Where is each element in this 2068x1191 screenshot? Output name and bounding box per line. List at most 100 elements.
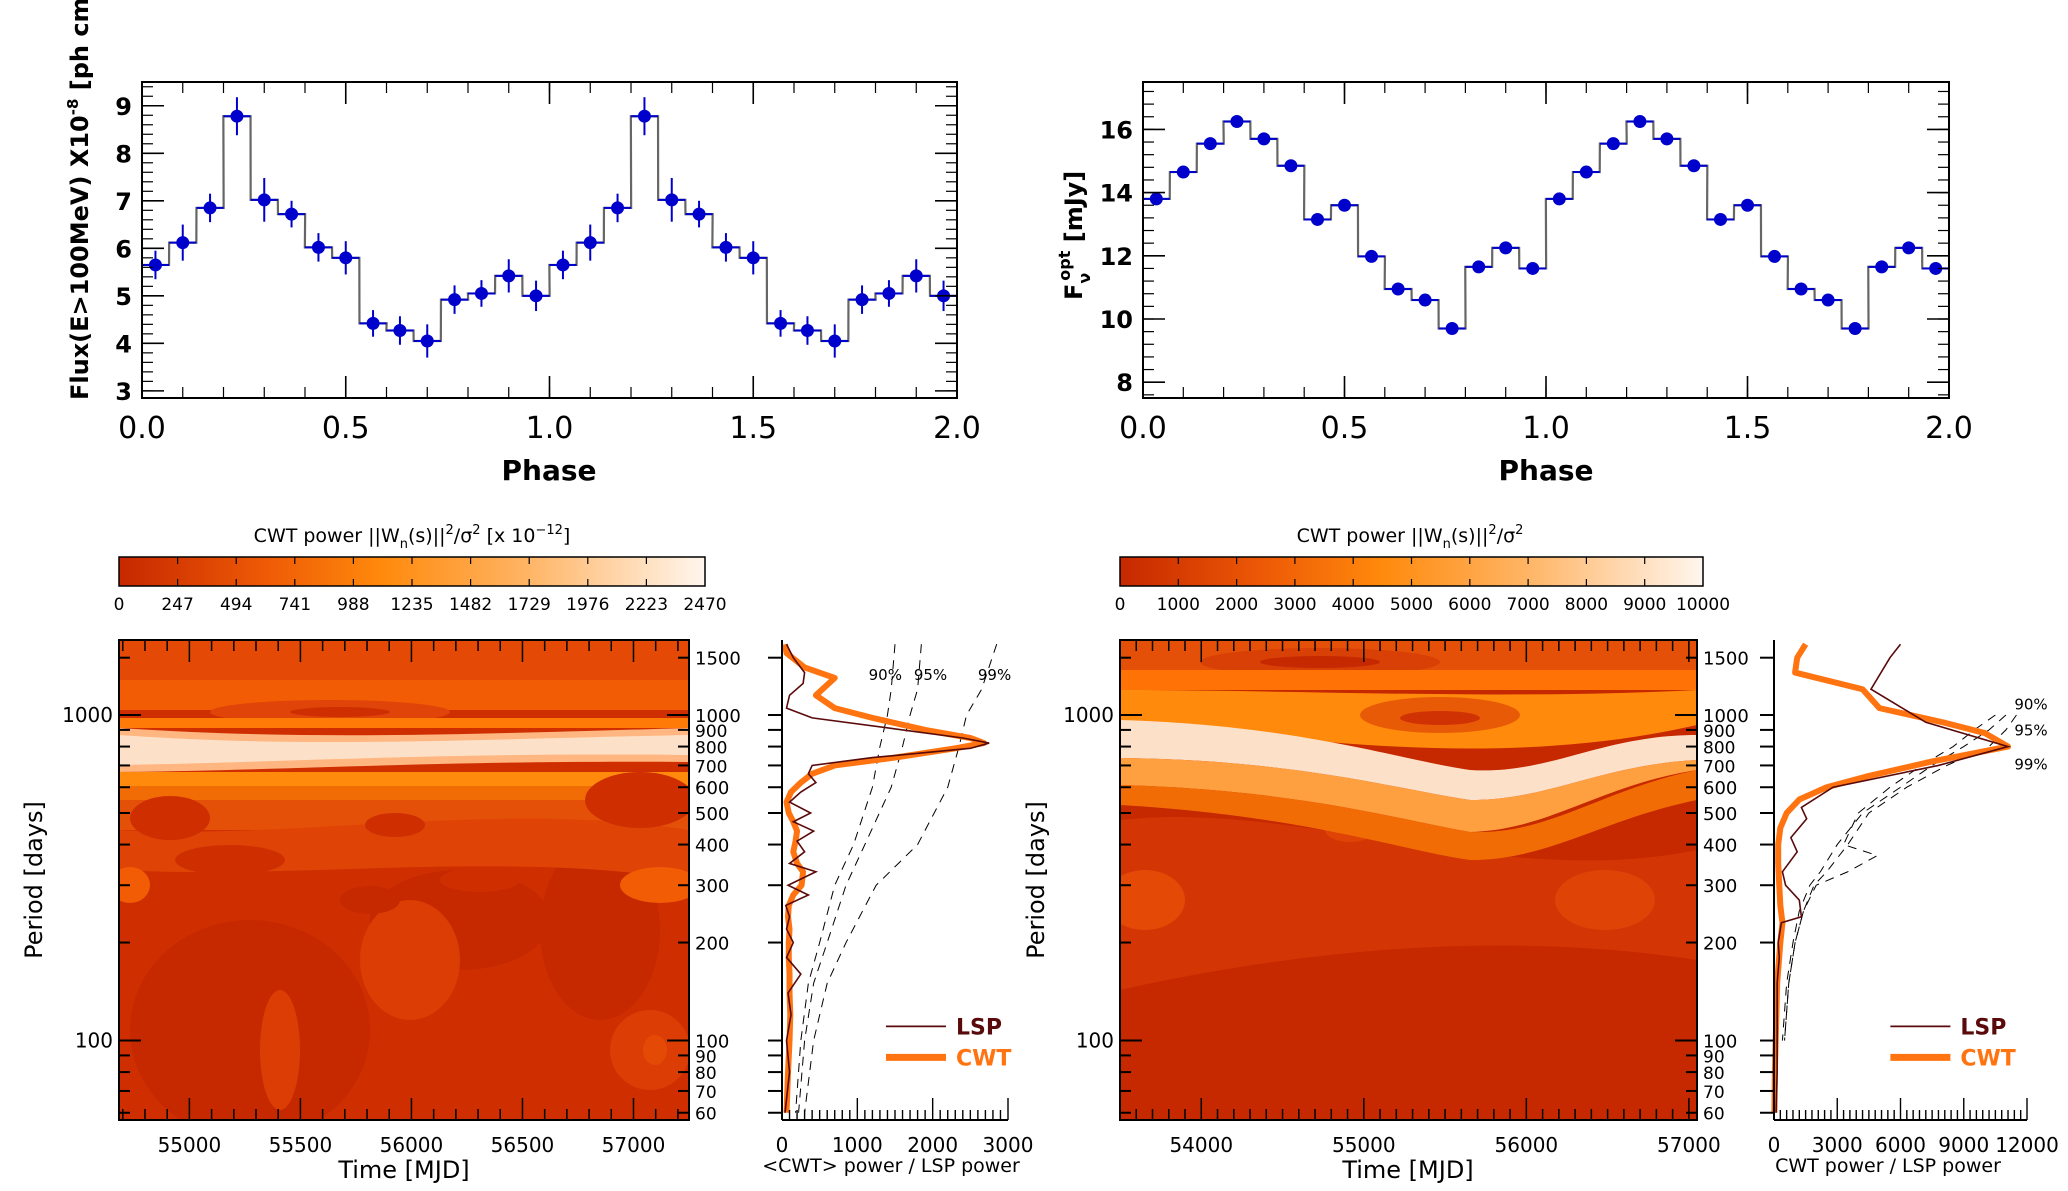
data-point [311, 240, 325, 254]
optical-plot-area [1143, 115, 1949, 335]
colorbar-tick-label: 2223 [625, 595, 668, 615]
colorbar-tick-label: 3000 [1273, 595, 1316, 615]
data-point [420, 334, 434, 348]
y-tick-label: 8 [115, 140, 132, 168]
significance-curve-99% [804, 644, 998, 1113]
data-point [203, 201, 217, 215]
data-point [1149, 192, 1163, 206]
data-point [285, 207, 299, 221]
optical-colorbar-ticks: 0 1000 2000 3000 4000 5000 6000 7000 8000 9000 100… [1115, 557, 1730, 615]
data-point [1579, 165, 1593, 179]
optical-axes: 0.0 0.5 1.0 1.5 2.0 8 10 12 14 16 [1100, 82, 1973, 446]
data-point [176, 236, 190, 250]
optical-wavelet-frame [1119, 639, 1698, 1121]
y-tick-label-right: 400 [695, 836, 729, 857]
y-tick-label: 10 [1100, 306, 1133, 334]
y-tick-label-left: 100 [75, 1029, 113, 1053]
colorbar-tick-label: 10000 [1676, 595, 1730, 615]
step-line [1143, 120, 1949, 330]
y-tick-label-right: 200 [695, 934, 729, 955]
optical-side-xlabel: CWT power / LSP power [1775, 1155, 2001, 1177]
gamma-wavelet-panel: 55000 55500 56000 56500 57000100100060708090… [20, 639, 741, 1184]
data-point [1794, 282, 1808, 296]
x-tick-label: 57000 [1657, 1133, 1721, 1157]
y-tick-label-right: 1500 [695, 649, 741, 670]
optical-wavelet-axes: 54000 55000 56000 5700010010006070809010020… [1063, 640, 1749, 1157]
significance-curve-95% [798, 644, 922, 1113]
y-tick-label-right: 1000 [695, 706, 741, 727]
optical-colorbar-title: CWT power ||Wn(s)||2/σ2 [1297, 523, 1524, 552]
colorbar-tick-label: 7000 [1506, 595, 1549, 615]
colorbar-tick-label: 8000 [1565, 595, 1608, 615]
gamma-side-axes: 0 1000 2000 3000 [768, 640, 1033, 1157]
x-tick-label: 0.0 [118, 411, 166, 446]
y-tick-label-left: 100 [1076, 1029, 1114, 1053]
side-x-tick-label: 2000 [907, 1133, 958, 1157]
y-tick-label-right: 70 [1703, 1083, 1725, 1103]
y-tick-label-right: 800 [1703, 739, 1735, 759]
y-tick-label-right: 800 [695, 739, 727, 759]
optical-side-panel: 90% 95% 99% LSP CWT 0 3000 6000 9000 12000 CWT p… [1760, 640, 2059, 1177]
y-tick-label-right: 80 [695, 1064, 717, 1084]
data-point [1875, 260, 1889, 274]
legend-label-lsp: LSP [1960, 1015, 2006, 1040]
y-tick-label-right: 400 [1703, 836, 1737, 857]
x-tick-label: 54000 [1169, 1133, 1233, 1157]
x-tick-label: 1.0 [1522, 411, 1570, 446]
y-tick-label-right: 900 [1703, 722, 1735, 742]
significance-label: 99% [978, 666, 1011, 684]
data-point [448, 293, 462, 307]
y-tick-label-right: 100 [1703, 1032, 1737, 1053]
x-tick-label: 2.0 [1925, 411, 1973, 446]
optical-wavelet-map [1120, 640, 1697, 1120]
data-point [692, 207, 706, 221]
significance-curve-95% [1781, 714, 2007, 1041]
lsp-curve [784, 643, 990, 1113]
y-tick-label-right: 300 [695, 876, 729, 897]
data-point [1365, 249, 1379, 263]
data-point [1499, 241, 1513, 255]
data-point [1230, 115, 1244, 128]
lsp-curve [1775, 643, 2011, 1113]
optical-folded-panel: 0.0 0.5 1.0 1.5 2.0 8 10 12 14 16 Fνopt [mJy] Pha… [1055, 81, 1973, 487]
data-point [1203, 137, 1217, 151]
side-x-tick-label: 3000 [1812, 1133, 1863, 1157]
legend-label-cwt: CWT [1960, 1046, 2015, 1071]
y-tick-label: 6 [115, 235, 132, 263]
gamma-plot-area [142, 97, 957, 358]
data-point [1633, 115, 1647, 128]
y-tick-label-right: 900 [695, 722, 727, 742]
y-tick-label-right: 70 [695, 1083, 717, 1103]
gamma-wavelet-ylabel: Period [days] [20, 801, 48, 959]
x-tick-label: 1.5 [729, 411, 777, 446]
data-point [556, 258, 570, 272]
colorbar-tick-label: 247 [161, 595, 193, 615]
step-line [142, 115, 957, 343]
legend-label-cwt: CWT [956, 1046, 1011, 1071]
side-x-tick-label: 12000 [1995, 1133, 2059, 1157]
data-point [1713, 212, 1727, 226]
side-x-tick-label: 0 [776, 1133, 789, 1157]
gamma-side-xlabel: <CWT> power / LSP power [762, 1155, 1020, 1177]
gamma-colorbar-ticks: 0 247 494 741 988 1235 1482 1729 1976 2223 2470 [114, 557, 727, 615]
significance-curve-99% [1784, 714, 2017, 1041]
data-point [339, 251, 353, 265]
colorbar-tick-label: 9000 [1623, 595, 1666, 615]
significance-label: 95% [914, 666, 947, 684]
gamma-wavelet-xlabel: Time [MJD] [337, 1156, 469, 1184]
significance-label: 90% [2014, 695, 2047, 713]
y-tick-label-right: 200 [1703, 934, 1737, 955]
data-point [1310, 212, 1324, 226]
y-tick-label-right: 500 [1703, 804, 1737, 825]
data-point [1929, 261, 1943, 275]
data-point [637, 109, 651, 123]
data-point [474, 286, 488, 300]
data-point [1284, 159, 1298, 173]
data-point [1552, 192, 1566, 206]
legend-label-lsp: LSP [956, 1015, 1002, 1040]
data-point [1391, 282, 1405, 296]
optical-side-plot: 90% 95% 99% LSP CWT [1771, 642, 2048, 1113]
colorbar-tick-label: 4000 [1332, 595, 1375, 615]
colorbar-tick-label: 0 [1115, 595, 1126, 615]
